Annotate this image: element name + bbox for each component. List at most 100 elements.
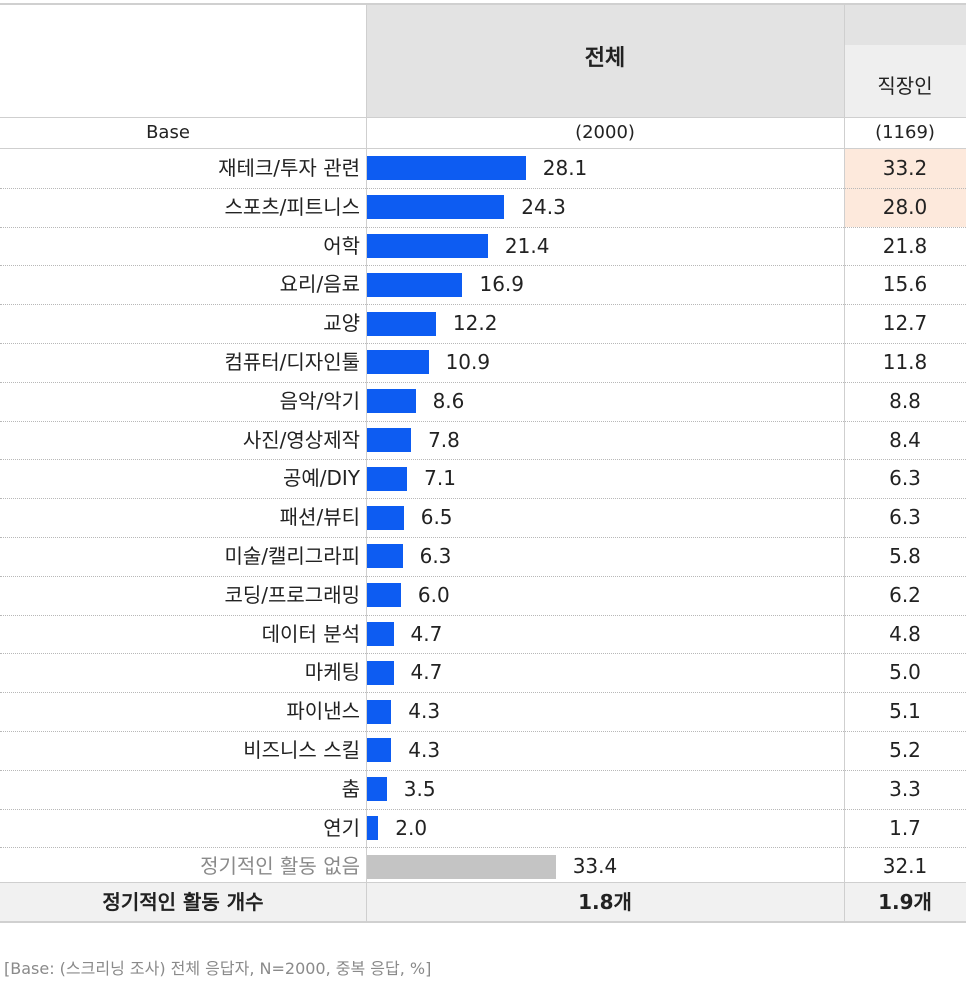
category-label: 스포츠/피트니스 [224,194,360,219]
data-label-total: 10.9 [445,350,491,374]
row-divider [0,498,966,500]
bar [367,505,404,530]
footnote: [Base: (스크리닝 조사) 전체 응답자, N=2000, 중복 응답, … [4,959,432,978]
data-label-total: 16.9 [479,272,525,297]
category-label: 사진/영상제작 [242,427,360,452]
row-divider [0,692,966,694]
header-sub-cell [844,45,966,117]
bar [367,195,505,220]
footer-sub: 1.9개 [878,890,932,914]
header-sub-label: 직장인 [877,74,933,98]
data-label-sub: 3.3 [889,776,921,801]
row-divider [0,575,966,577]
bar [367,738,392,763]
category-label: 컴퓨터/디자인툴 [224,350,360,374]
category-label: 요리/음료 [279,272,360,297]
data-label-sub: 5.1 [889,699,921,724]
data-label-sub: 28.0 [882,194,928,219]
data-label-total: 12.2 [452,311,498,336]
data-label-sub: 4.8 [889,621,921,646]
row-divider [0,226,966,228]
base-label: Base [146,122,190,143]
column-divider-2 [844,4,845,922]
row-divider [0,847,966,849]
bar [367,583,401,608]
results-table: 전체 직장인 Base (2000) (1169) 재테크/투자 관련 28.1 3… [0,3,966,923]
bar [367,777,387,802]
bar [367,428,412,452]
data-label-total: 24.3 [521,194,566,219]
category-label: 데이터 분석 [261,621,360,646]
category-label: 공예/DIY [282,466,360,491]
row-divider [0,537,966,538]
category-label: 교양 [323,311,360,336]
category-label: 패션/뷰티 [279,505,360,530]
data-label-sub: 8.8 [889,388,921,413]
footer-total: 1.8개 [578,890,632,914]
data-label-sub: 32.1 [882,854,928,879]
bar [367,156,526,181]
data-label-total: 6.3 [419,544,452,568]
row-divider [0,420,966,422]
top-border [0,3,966,5]
row-divider [0,343,966,344]
data-label-total: 3.5 [403,776,436,801]
data-label-total: 2.0 [395,815,428,840]
bar [367,272,463,297]
data-label-sub: 1.7 [889,815,921,840]
bar [367,544,403,569]
category-label: 마케팅 [304,660,360,685]
base-sub: (1169) [875,122,935,143]
bar [367,816,379,840]
data-label-total: 7.8 [428,427,460,452]
column-divider-1 [366,4,367,922]
data-label-total: 4.3 [408,699,441,724]
footer-top-border [0,882,966,883]
header-total-cell [366,4,844,117]
row-divider [0,808,966,810]
base-divider [0,148,966,149]
data-label-sub: 21.8 [882,233,928,258]
footer-row [0,883,966,921]
data-label-sub: 5.0 [889,660,921,685]
row-divider [0,653,966,655]
category-label: 연기 [323,815,360,840]
row-divider [0,769,966,771]
bar [367,466,408,491]
data-label-total: 33.4 [572,854,618,879]
category-label: 비즈니스 스킬 [243,738,360,762]
data-label-total: 4.7 [410,660,443,685]
header-divider [0,117,966,118]
bar [367,311,436,336]
data-label-sub: 15.6 [882,272,928,297]
data-label-sub: 12.7 [882,311,928,336]
data-label-sub: 11.8 [882,350,928,374]
data-label-sub: 6.3 [889,466,921,491]
category-label: 코딩/프로그래밍 [224,582,360,607]
category-label: 미술/캘리그라피 [224,544,360,568]
category-label: 춤 [341,776,360,801]
data-label-total: 6.5 [420,505,453,530]
bar [367,234,488,258]
data-label-total: 21.4 [504,233,550,258]
data-label-sub: 6.3 [889,505,921,530]
data-label-total: 4.7 [410,621,443,646]
category-label: 파이낸스 [286,699,360,724]
bar [367,660,394,685]
data-label-total: 28.1 [542,156,588,180]
base-total: (2000) [575,122,635,143]
header-sub-top-cell [844,4,966,45]
highlight-cell [845,149,966,188]
header-total-label: 전체 [584,46,626,71]
bar [367,389,416,414]
row-divider [0,265,966,267]
bar [367,854,556,879]
category-label: 음악/악기 [279,388,360,413]
row-divider [0,731,966,732]
bar [367,699,392,724]
data-label-total: 6.0 [417,582,450,607]
data-label-total: 7.1 [424,466,456,491]
footer-label: 정기적인 활동 개수 [102,890,264,914]
bar [367,622,394,646]
bottom-border [0,921,966,923]
